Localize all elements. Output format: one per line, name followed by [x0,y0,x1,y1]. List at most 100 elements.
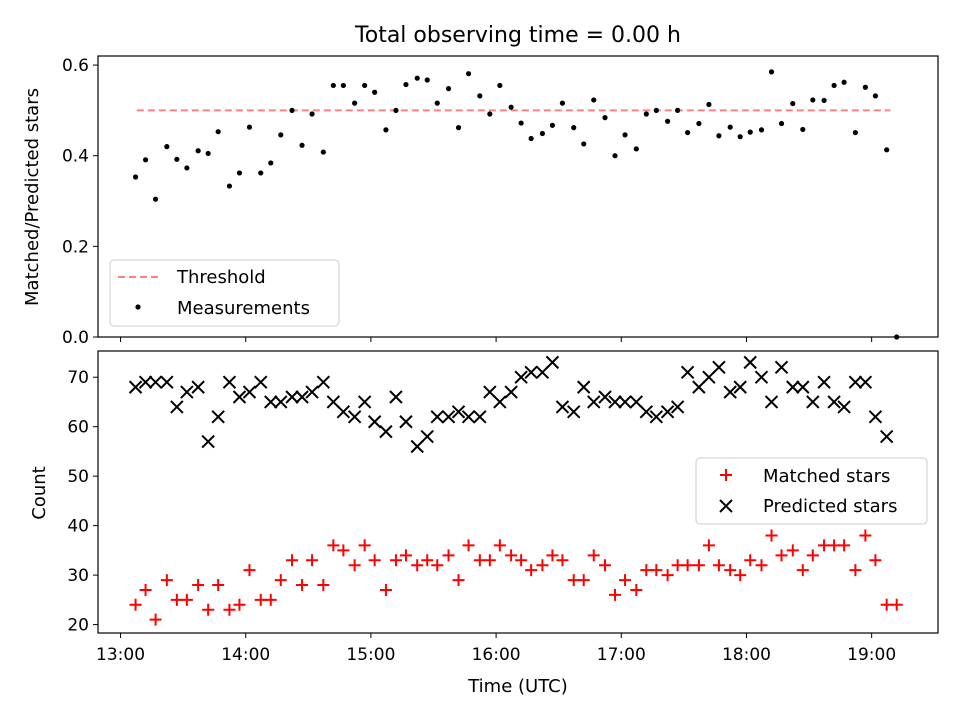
matched-point [139,583,152,596]
predicted-point [817,375,831,389]
count-plot-xlabel: Time (UTC) [467,676,568,697]
matched-point [160,574,173,587]
matched-point [890,598,903,611]
matched-point [149,613,162,626]
measurement-point [455,125,462,131]
predicted-point [712,360,726,375]
matched-point [640,564,653,577]
legend-predicted-label: Predicted stars [763,496,897,517]
predicted-point [160,375,174,389]
measurement-point [352,100,358,106]
predicted-point [473,410,487,424]
ratio-plot-frame [97,55,939,338]
measurement-point [664,118,671,124]
measurement-point [164,144,170,150]
matched-point [525,564,538,577]
matched-point [368,554,381,567]
predicted-point [274,395,288,409]
measurement-point [340,82,346,89]
predicted-point [754,370,769,384]
matched-point [223,603,236,616]
y-tick-label: 60 [67,418,89,438]
measurement-point [184,165,190,171]
predicted-point [493,395,507,409]
measurement-point [465,71,472,77]
measurement-point [602,115,608,121]
matched-point [254,593,267,606]
matched-point [180,593,193,606]
matched-point [859,529,872,542]
predicted-point [598,390,612,404]
matched-point [765,529,778,542]
predicted-point [357,395,372,409]
matched-point [650,564,663,577]
count-plot-frame [97,350,939,634]
measurement-point [581,141,587,147]
x-tick-label: 17:00 [597,645,646,665]
measurement-point [497,82,503,89]
matched-point [379,583,392,596]
matched-point [681,559,694,572]
matched-point [264,593,277,606]
figure-title: Total observing time = 0.00 h [354,23,681,48]
predicted-point [441,410,456,424]
matched-point [411,559,424,572]
legend-measurements-swatch [135,304,141,310]
matched-point [536,559,549,572]
legend-predicted-swatch [719,499,733,513]
matched-point [170,593,183,606]
predicted-point [305,385,319,399]
matched-point [358,539,371,552]
measurement-point [393,107,399,113]
measurement-point [205,150,211,157]
matched-point [702,539,715,552]
matched-point [599,559,612,572]
matched-point [317,579,330,592]
predicted-point [545,355,560,370]
predicted-point [567,405,581,419]
matched-point [567,574,580,587]
matched-point [462,539,475,552]
predicted-point [461,410,476,424]
matched-point [838,539,851,552]
predicted-point [577,380,591,394]
matched-point [724,564,737,577]
ratio-plot-points [132,69,900,340]
ratio-plot-ylabel: Matched/Predicted stars [22,88,43,306]
measurement-point [132,174,139,180]
measurement-point [414,75,420,81]
matched-point [348,559,361,572]
predicted-point [837,400,851,414]
predicted-point [254,375,268,389]
measurement-point [477,93,483,99]
predicted-point [180,385,194,399]
ratio-plot: 0.0 0.2 0.4 0.6 Matched/Predicted stars Thr… [22,55,939,348]
y-tick-label: 0.6 [62,56,89,76]
x-tick-label: 14:00 [221,645,270,665]
matched-point [609,588,622,601]
matched-point [286,554,299,567]
predicted-point [806,395,820,409]
matched-point [421,554,434,567]
predicted-point [660,405,675,419]
matched-point [734,569,747,582]
predicted-point [649,410,664,424]
measurement-point [539,130,546,137]
predicted-point [211,410,225,424]
measurement-point [152,196,159,202]
matched-point [692,559,705,572]
predicted-point [148,375,163,389]
predicted-point [723,385,737,399]
measurement-point [790,100,796,107]
predicted-point [796,380,810,394]
y-tick-label: 0.4 [62,147,89,167]
predicted-point [347,410,362,424]
y-tick-label: 30 [67,566,89,586]
legend-measurements-label: Measurements [177,298,310,319]
measurement-point [226,183,233,189]
measurement-point [758,127,765,133]
matched-point [577,574,590,587]
predicted-point [504,385,518,399]
measurement-point [559,100,566,106]
measurement-point [633,146,639,152]
